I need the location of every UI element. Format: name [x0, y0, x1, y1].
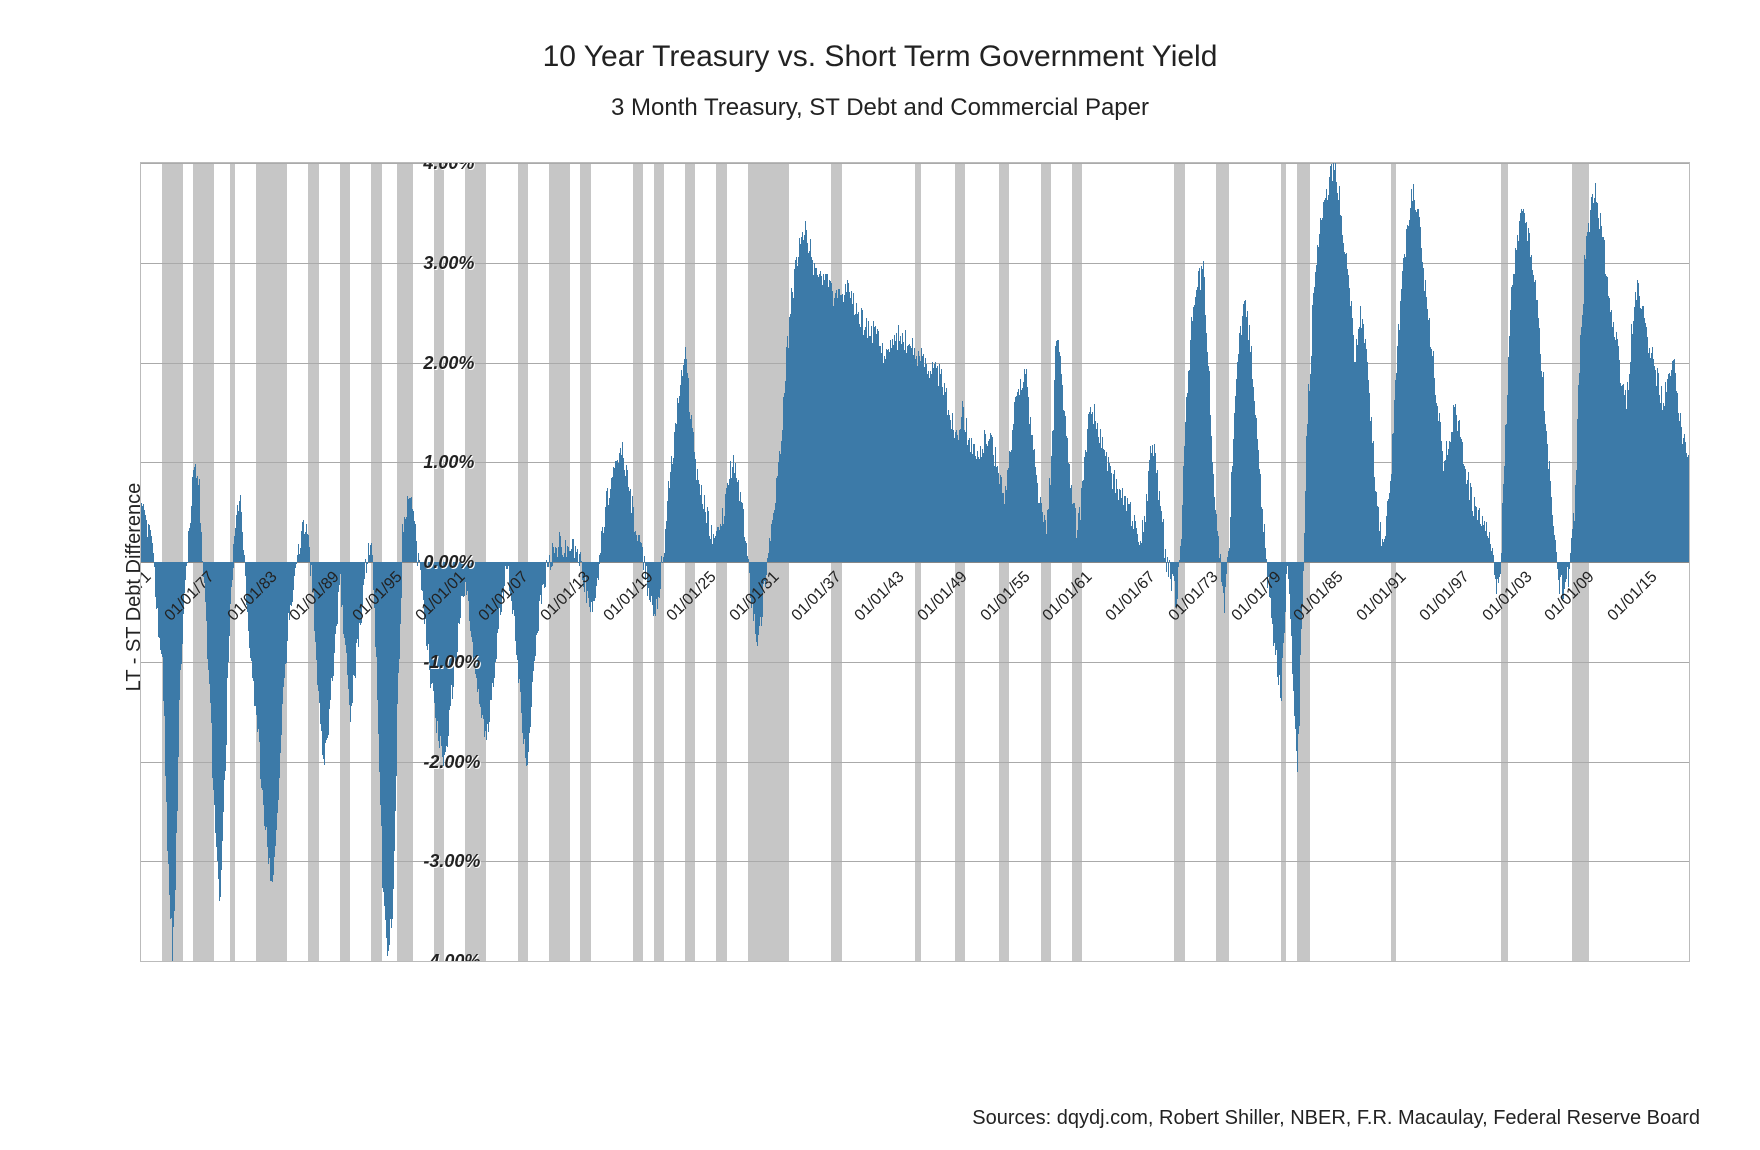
data-bar — [296, 562, 297, 564]
data-bar — [580, 552, 581, 562]
data-bar — [552, 562, 553, 566]
data-bar — [372, 555, 373, 562]
y-tick-label: -4.00% — [423, 951, 480, 962]
chart-subtitle: 3 Month Treasury, ST Debt and Commercial… — [60, 94, 1700, 122]
data-bar — [1178, 562, 1179, 567]
gridline — [141, 662, 1689, 663]
y-tick-label: -3.00% — [423, 851, 480, 872]
data-bar — [1500, 562, 1501, 574]
x-tick-label: 01/01/97 — [1416, 570, 1471, 625]
x-tick-label: 01/01/15 — [1605, 570, 1660, 625]
x-tick-label: 01/01/91 — [1354, 570, 1409, 625]
data-bar — [1556, 552, 1557, 562]
data-bar — [1177, 562, 1178, 599]
data-bar — [1493, 555, 1494, 562]
data-bar — [579, 562, 580, 566]
source-text: Sources: dqydj.com, Robert Shiller, NBER… — [972, 1107, 1700, 1130]
data-bar — [417, 562, 418, 566]
gridline — [141, 163, 1689, 164]
y-tick-label: 0.00% — [423, 552, 474, 573]
data-bar — [1569, 562, 1570, 569]
data-bar — [1688, 455, 1689, 562]
gridline — [141, 263, 1689, 264]
data-bar — [598, 562, 599, 580]
data-bar — [309, 547, 310, 562]
y-tick-label: 2.00% — [423, 353, 474, 374]
x-tick-label: 01/01/43 — [852, 570, 907, 625]
data-bar — [1226, 562, 1227, 574]
data-bar — [1303, 562, 1304, 571]
gridline — [141, 861, 1689, 862]
x-tick-label: 01/01/71 — [140, 570, 154, 625]
data-bar — [660, 562, 661, 570]
x-tick-label: 01/01/67 — [1103, 570, 1158, 625]
page-root: 10 Year Treasury vs. Short Term Governme… — [0, 0, 1760, 1150]
data-bar — [599, 562, 600, 564]
y-tick-label: 1.00% — [423, 452, 474, 473]
chart-title: 10 Year Treasury vs. Short Term Governme… — [60, 40, 1700, 74]
data-bar — [367, 562, 368, 564]
x-tick-label: 01/01/19 — [601, 570, 656, 625]
data-bar — [186, 562, 187, 566]
data-bar — [153, 553, 154, 562]
data-bar — [662, 562, 663, 563]
gridline — [141, 762, 1689, 763]
y-tick-label: -2.00% — [423, 752, 480, 773]
data-bar — [1220, 554, 1221, 562]
chart-area: LT - ST Debt Difference -4.00%-3.00%-2.0… — [60, 152, 1700, 1022]
gridline — [141, 961, 1689, 962]
data-bar — [201, 532, 202, 562]
data-bar — [233, 562, 234, 568]
data-bar — [549, 555, 550, 562]
y-tick-label: -1.00% — [423, 652, 480, 673]
y-tick-label: 3.00% — [423, 253, 474, 274]
plot-region: -4.00% -3.00% -2.00% -1.00% 0.00% 1.00% 2.00% 3… — [140, 162, 1690, 962]
y-tick-label: 4.00% — [423, 162, 474, 174]
x-tick-label: 01/01/09 — [1542, 570, 1597, 625]
data-bar — [244, 555, 245, 562]
